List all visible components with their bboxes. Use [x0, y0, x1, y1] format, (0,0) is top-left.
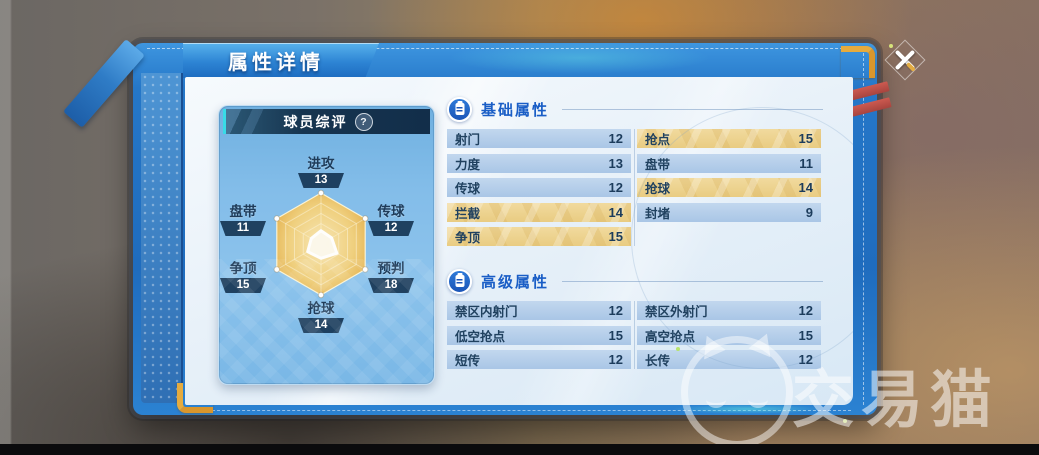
radar-stat-upper-right: 传球 12 [351, 204, 431, 236]
attr-value: 14 [608, 204, 623, 220]
clipboard-icon [447, 96, 472, 122]
clipboard-icon [447, 268, 472, 294]
attr-value: 15 [608, 327, 623, 343]
attr-value: 12 [608, 180, 623, 195]
attr-value: 15 [798, 327, 813, 343]
attr-label: 长传 [645, 354, 671, 368]
section-title: 基础属性 [481, 101, 550, 119]
attr-row: 封堵 9 [637, 202, 821, 222]
attr-row: 长传 12 [637, 350, 821, 369]
attr-value: 12 [798, 303, 813, 318]
attr-value: 14 [798, 180, 813, 195]
particle-decoration [676, 347, 680, 351]
player-rating-card: 球员综评 ? 进攻 13 传球 12 预判 18 抢球 14 争顶 15 盘带 11 [218, 105, 435, 385]
column-divider [634, 301, 635, 369]
attr-label: 禁区内射门 [455, 305, 518, 319]
radar-stat-lower-right: 预判 18 [351, 261, 431, 293]
advanced-attributes-section: 高级属性 禁区内射门 12 低空抢点 15 短传 12 禁区外射门 12 高空抢点 15 长传 12 [447, 268, 825, 369]
particle-decoration [889, 44, 893, 48]
attr-label: 射门 [455, 133, 481, 147]
section-title: 高级属性 [481, 273, 550, 291]
attr-value: 13 [608, 155, 623, 171]
radar-stat-value: 15 [220, 278, 266, 293]
radar-stat-value: 11 [220, 221, 266, 236]
radar-stat-label: 盘带 [229, 204, 257, 219]
attr-row: 传球 12 [447, 178, 631, 197]
radar-stat-value: 14 [298, 318, 344, 333]
gold-corner-top-right [841, 46, 875, 78]
dialog-title-banner: 属性详情 [183, 43, 379, 78]
letterbox-bar [0, 444, 1039, 455]
frame-dash-bottom [187, 410, 851, 411]
section-header: 基础属性 [447, 96, 825, 122]
attr-label: 拦截 [455, 206, 481, 221]
section-header: 高级属性 [447, 268, 825, 294]
radar-stat-label: 预判 [377, 261, 405, 276]
attr-row: 盘带 11 [637, 153, 821, 173]
attr-label: 封堵 [645, 206, 671, 221]
help-icon[interactable]: ? [354, 112, 373, 131]
radar-stat-label: 抢球 [307, 301, 335, 316]
attr-label: 抢球 [645, 182, 671, 196]
section-divider-line [562, 108, 823, 110]
radar-stat-value: 13 [298, 173, 344, 188]
radar-card-header: 球员综评 ? [223, 109, 430, 134]
attr-value: 11 [799, 155, 813, 171]
attr-value: 12 [608, 352, 623, 367]
attr-row: 短传 12 [447, 350, 631, 369]
radar-stat-label: 争顶 [229, 261, 257, 276]
attr-value: 9 [805, 204, 813, 220]
attr-row: 高空抢点 15 [637, 325, 821, 345]
attr-row: 力度 13 [447, 153, 631, 173]
attr-row: 争顶 15 [447, 227, 631, 246]
glint-decoration [673, 404, 823, 414]
attr-label: 争顶 [455, 231, 481, 245]
attr-value: 12 [798, 352, 813, 367]
attr-label: 传球 [455, 182, 481, 196]
attr-label: 高空抢点 [645, 329, 696, 344]
attr-row: 禁区外射门 12 [637, 301, 821, 320]
radar-card-title: 球员综评 [283, 113, 348, 130]
attr-value: 15 [798, 131, 813, 146]
radar-stat-value: 18 [368, 278, 414, 293]
dialog-content: 球员综评 ? 进攻 13 传球 12 预判 18 抢球 14 争顶 15 盘带 11 基础属性 射门 1… [185, 77, 853, 405]
dialog-title: 属性详情 [228, 52, 324, 74]
attr-row: 低空抢点 15 [447, 325, 631, 345]
attr-label: 力度 [455, 157, 481, 172]
radar-stat-lower-left: 争顶 15 [203, 261, 283, 293]
attr-value: 12 [608, 303, 623, 318]
attribute-details-dialog: 属性详情 球员综评 ? 进攻 13 传球 12 预判 18 抢球 14 争顶 15 盘带 11 基础属… [63, 39, 892, 415]
attr-label: 禁区外射门 [645, 305, 708, 319]
radar-stat-top: 进攻 13 [281, 156, 361, 188]
attr-row: 拦截 14 [447, 202, 631, 222]
attr-label: 低空抢点 [455, 329, 506, 344]
radar-stat-bottom: 抢球 14 [281, 301, 361, 333]
attr-row: 抢点 15 [637, 129, 821, 148]
attr-label: 抢点 [645, 133, 671, 147]
radar-chart [273, 189, 369, 299]
attr-row: 抢球 14 [637, 178, 821, 197]
attr-label: 盘带 [645, 157, 671, 172]
attr-row: 射门 12 [447, 129, 631, 148]
radar-stat-label: 进攻 [307, 156, 335, 171]
radar-stat-upper-left: 盘带 11 [203, 204, 283, 236]
particle-decoration [843, 419, 847, 423]
radar-stat-value: 12 [368, 221, 414, 236]
attr-label: 短传 [455, 354, 481, 368]
section-divider-line [562, 280, 823, 282]
attr-value: 12 [608, 131, 623, 146]
left-rail-decoration [141, 73, 183, 403]
basic-attributes-section: 基础属性 射门 12 力度 13 传球 12 拦截 14 争顶 15 抢点 15 盘带 11 抢球 14 封堵… [447, 96, 825, 246]
attr-value: 15 [608, 229, 623, 244]
attr-row: 禁区内射门 12 [447, 301, 631, 320]
radar-stat-label: 传球 [377, 204, 405, 219]
column-divider [634, 129, 635, 246]
